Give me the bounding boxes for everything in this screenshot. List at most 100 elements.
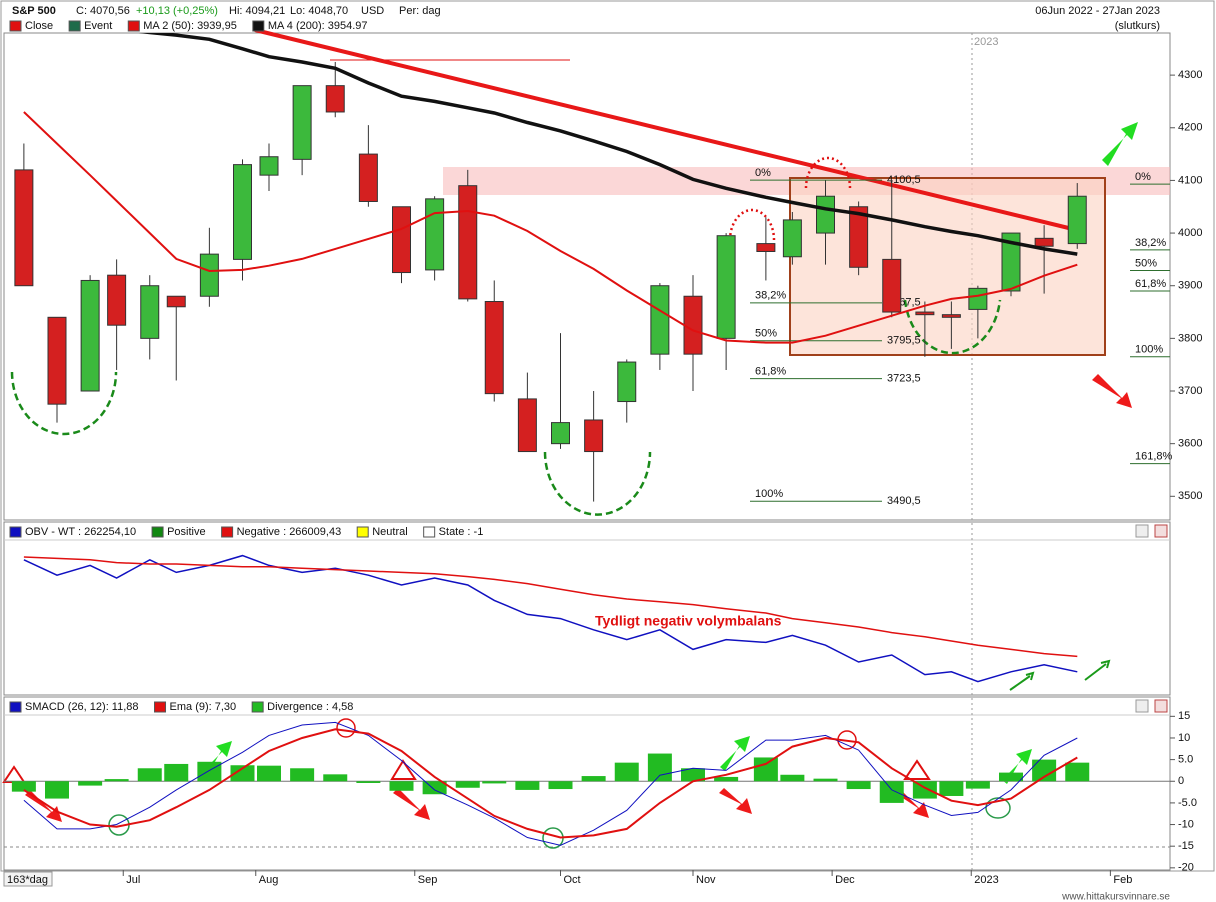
candle-body: [392, 206, 411, 274]
divergence-bar: [290, 768, 315, 782]
legend-label: Divergence : 4,58: [267, 701, 353, 713]
down-arrow: [1092, 374, 1132, 408]
divergence-bar: [780, 774, 805, 782]
legend-swatch: [68, 20, 81, 32]
divergence-bar: [681, 768, 705, 782]
fib-box: [789, 177, 1106, 356]
fib-level: 100%: [1135, 344, 1163, 356]
bottom-arc: [903, 299, 1002, 355]
fib-value: 3795,5: [887, 335, 921, 347]
x-label: 163*dag: [7, 874, 48, 886]
divergence-bar: [11, 781, 36, 792]
divergence-bar: [965, 781, 990, 789]
x-tick-label: Sep: [418, 874, 438, 886]
top-circle: [336, 718, 356, 738]
quote-close: C: 4070,56: [76, 5, 130, 17]
legend-swatch: [356, 526, 369, 538]
x-tick-label: Jul: [126, 874, 140, 886]
candle-body: [716, 235, 736, 339]
fib-level: 50%: [755, 328, 777, 340]
up-arrow: [1102, 122, 1138, 166]
divergence-bar: [647, 753, 672, 782]
legend-label: Negative : 266009,43: [237, 526, 342, 538]
close-icon[interactable]: [1154, 524, 1168, 538]
fib-level: 161,8%: [1135, 451, 1173, 463]
quote-currency: USD: [361, 5, 384, 17]
legend-swatch: [423, 526, 436, 538]
candle-body: [968, 287, 988, 310]
y-tick-label: 4100: [1178, 174, 1202, 186]
candle-body: [47, 316, 67, 405]
y-tick-label: 3900: [1178, 280, 1202, 292]
candle-body: [458, 185, 478, 300]
y-tick-label: 0: [1178, 775, 1184, 787]
candle-body: [292, 85, 312, 160]
divergence-bar: [455, 781, 480, 788]
close-icon[interactable]: [1154, 699, 1168, 713]
divergence-bar: [164, 763, 189, 782]
settings-icon[interactable]: [1135, 699, 1149, 713]
y-tick-label: 4300: [1178, 69, 1202, 81]
fib-level: 61,8%: [1135, 278, 1166, 290]
divergence-bar: [197, 761, 222, 782]
settings-icon[interactable]: [1135, 524, 1149, 538]
divergence-bar: [813, 778, 838, 782]
y-tick-label: 15: [1178, 710, 1190, 722]
fib-level: 0%: [1135, 171, 1151, 183]
candle-body: [233, 164, 252, 260]
up-arrow: [1084, 659, 1111, 681]
divergence-bar: [548, 781, 573, 790]
legend-swatch: [154, 701, 167, 713]
legend-swatch: [251, 701, 264, 713]
legend-swatch: [9, 526, 22, 538]
candle-body: [517, 398, 537, 453]
legend-label: OBV - WT : 262254,10: [25, 526, 136, 538]
line-series: [138, 33, 1078, 256]
candle-body: [259, 156, 279, 176]
legend-label: SMACD (26, 12): 11,88: [25, 701, 139, 713]
candle-body: [941, 314, 961, 318]
legend-swatch: [252, 20, 265, 32]
y-tick-label: -15: [1178, 840, 1194, 852]
line-series: [23, 111, 1078, 344]
fib-level: 100%: [755, 488, 783, 500]
candle-body: [107, 274, 127, 326]
divergence-bar: [614, 762, 639, 782]
candle-body: [425, 198, 445, 271]
source: www.hittakursvinnare.se: [1061, 892, 1170, 902]
up-arrow: [1009, 671, 1035, 691]
year-label: 2023: [974, 36, 998, 48]
y-tick-label: -5.0: [1178, 797, 1197, 809]
x-tick-label: Dec: [835, 874, 855, 886]
y-tick-label: 3800: [1178, 332, 1202, 344]
candle-body: [80, 279, 100, 392]
legend-label: Close: [25, 20, 53, 32]
divergence-bar: [78, 781, 103, 786]
y-tick-label: 10: [1178, 732, 1190, 744]
divergence-bar: [230, 765, 255, 782]
candle-body: [816, 195, 835, 234]
top-arc: [804, 156, 852, 189]
bottom-circle: [985, 797, 1011, 819]
fib-level: 50%: [1135, 257, 1157, 269]
obv-panel: [3, 521, 1171, 696]
legend-label: State : -1: [439, 526, 484, 538]
candle-body: [358, 153, 378, 202]
x-tick-label: Oct: [564, 874, 581, 886]
fib-value: 4100,5: [887, 174, 921, 186]
y-tick-label: 3600: [1178, 438, 1202, 450]
date-note: (slutkurs): [1115, 20, 1160, 32]
candle-body: [849, 206, 869, 268]
legend-swatch: [9, 20, 22, 32]
divergence-bar: [999, 772, 1023, 782]
x-tick-label: Feb: [1113, 874, 1132, 886]
candle-body: [683, 295, 703, 355]
fib-level: 38,2%: [755, 290, 786, 302]
candle-body: [915, 311, 935, 316]
divergence-bar: [45, 781, 69, 799]
candle-body: [1001, 232, 1021, 292]
y-tick-label: 5.0: [1178, 754, 1193, 766]
x-tick-label: 2023: [974, 874, 998, 886]
line-series: [23, 554, 1078, 683]
fib-level: 61,8%: [755, 366, 786, 378]
